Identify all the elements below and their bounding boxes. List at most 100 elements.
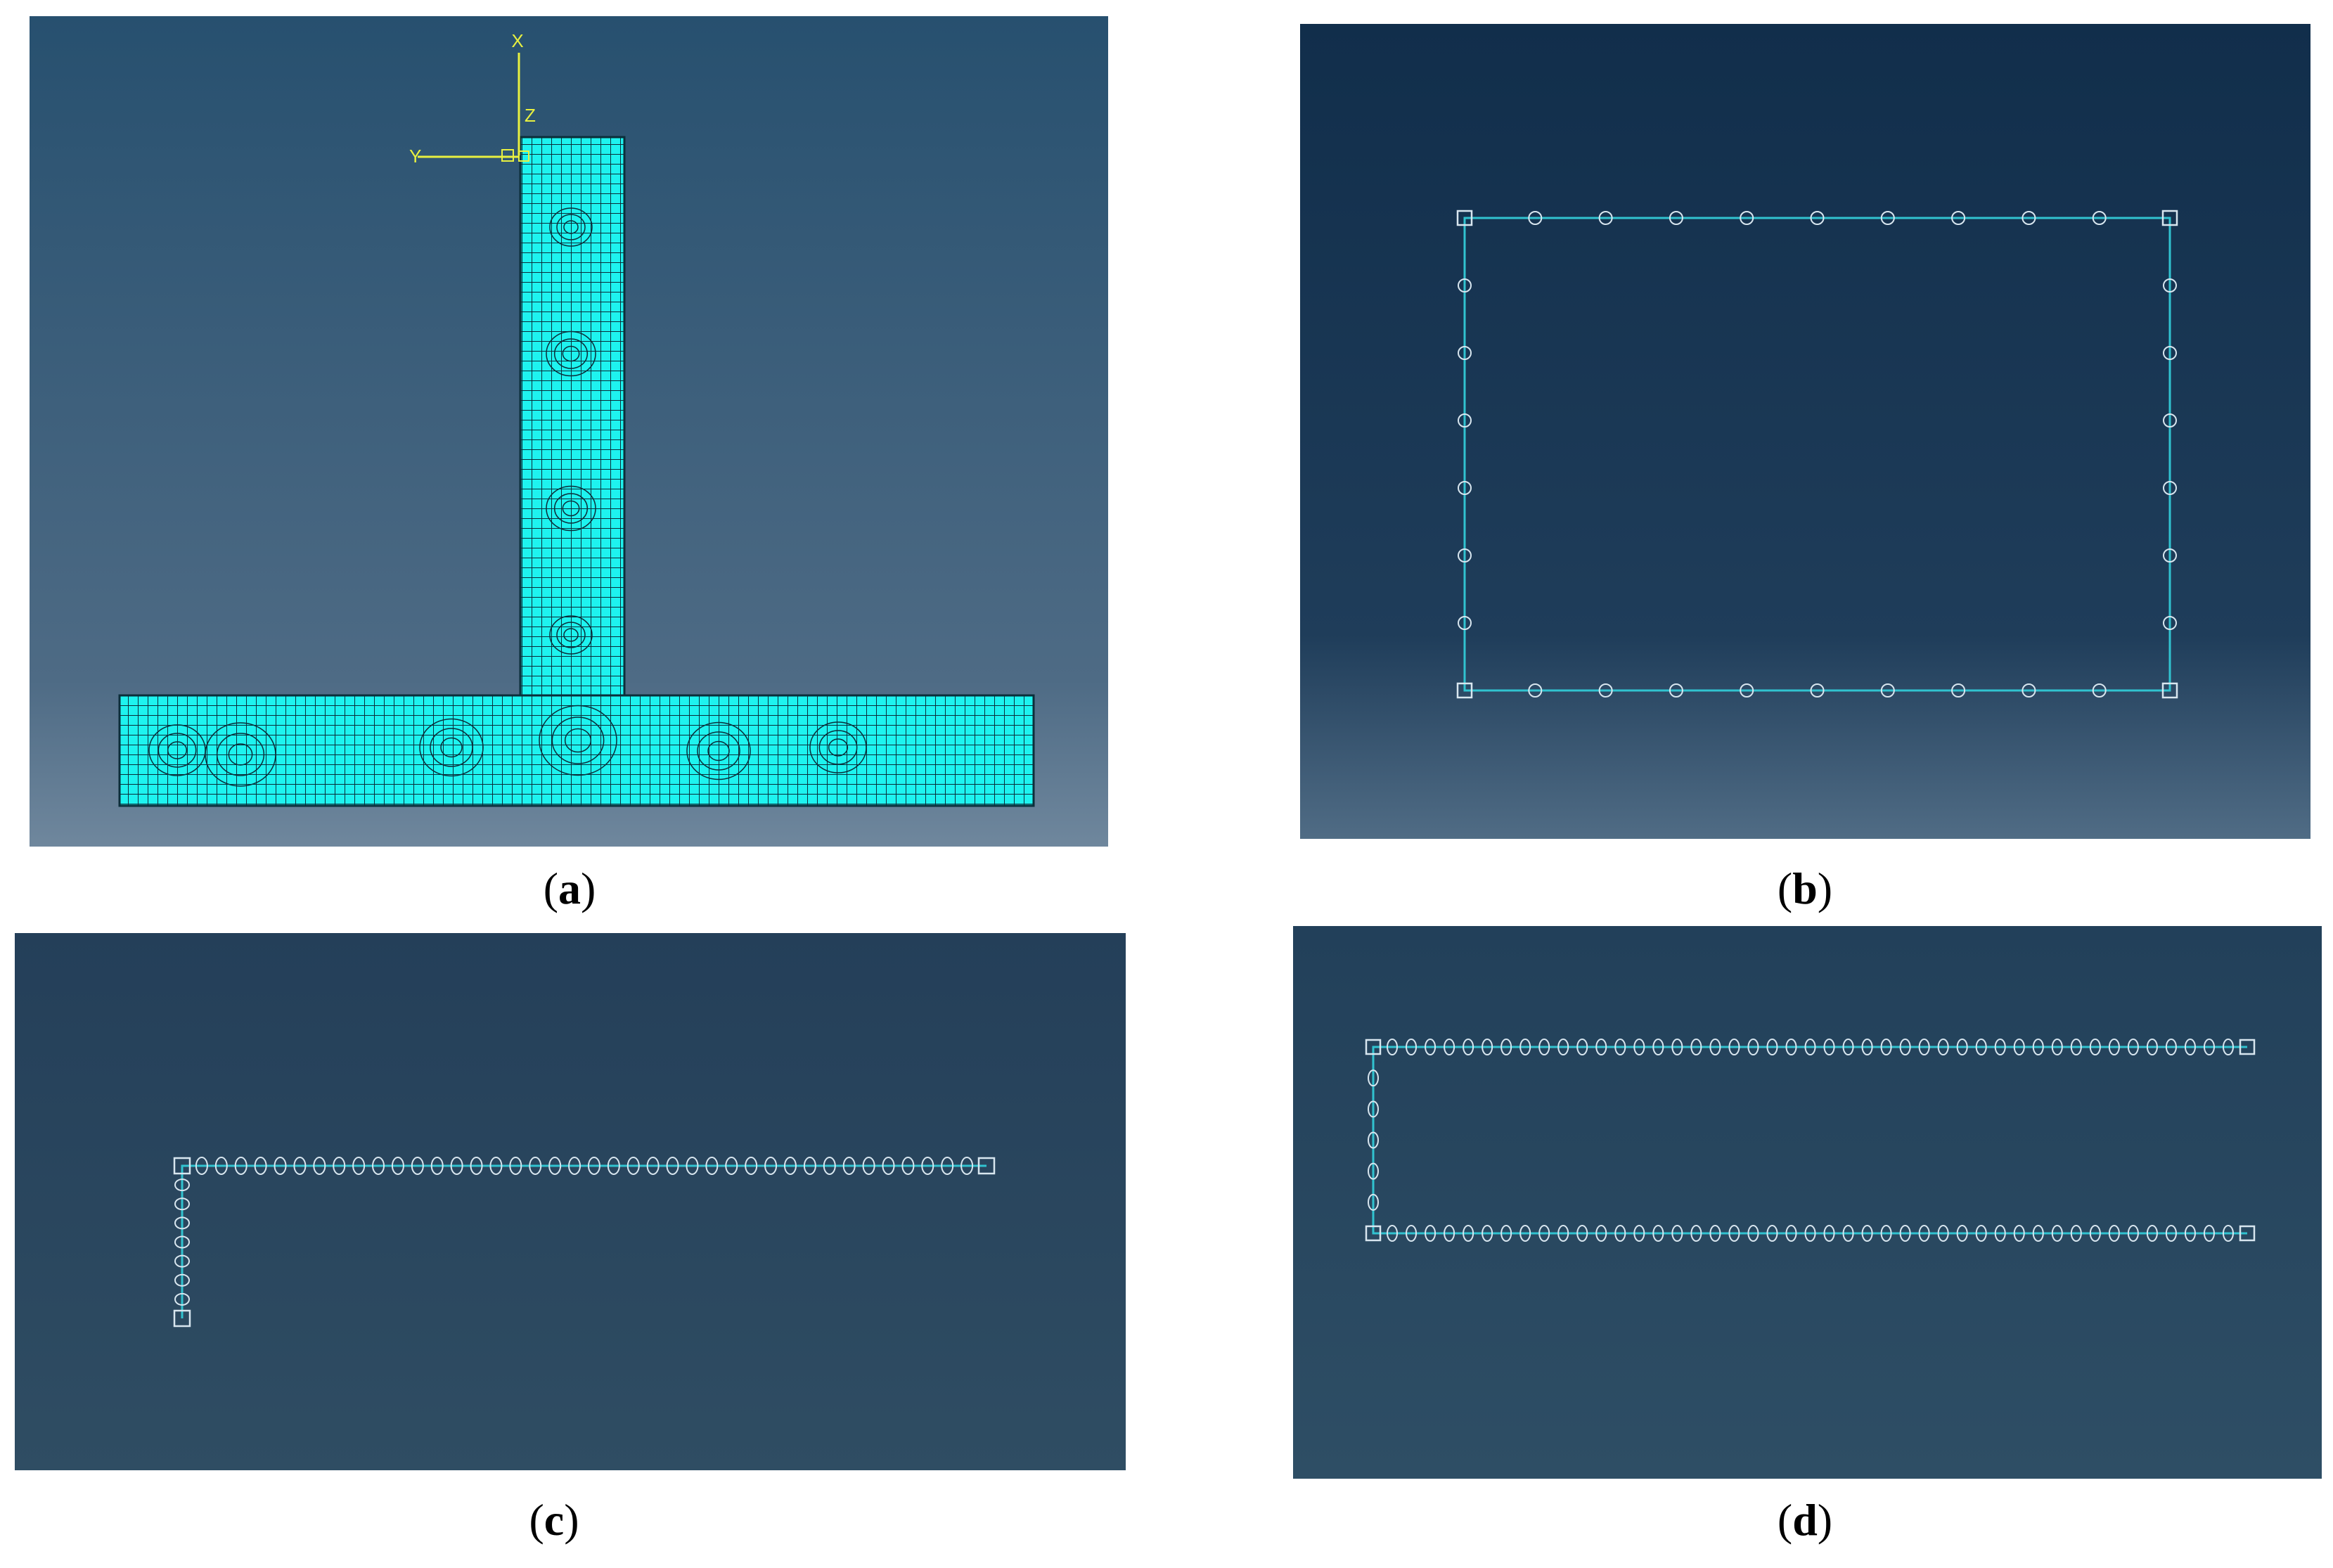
corner-node-marker [1365, 1225, 1382, 1242]
mesh-irregular-element [430, 728, 473, 767]
mesh-transition-elements [148, 207, 867, 787]
l-shape-section [173, 1157, 996, 1328]
node-marker [823, 1157, 836, 1175]
node-marker [1500, 1225, 1512, 1242]
node-marker [1368, 1193, 1379, 1211]
node-marker [1669, 683, 1683, 698]
node-marker [1482, 1039, 1493, 1055]
node-marker [1880, 1039, 1892, 1055]
node-marker [372, 1157, 385, 1175]
caption-a-letter: a [558, 863, 581, 913]
mesh-irregular-element [562, 500, 580, 517]
panel-d-c-section [1293, 926, 2322, 1479]
node-marker [1444, 1225, 1455, 1242]
corner-node-marker [1365, 1039, 1382, 1055]
caption-d-letter: d [1792, 1495, 1818, 1545]
closed-rectangle-section [1456, 210, 2178, 699]
node-marker [1528, 211, 1543, 225]
node-marker [1842, 1039, 1854, 1055]
node-marker [1899, 1039, 1911, 1055]
node-marker [214, 1157, 228, 1175]
node-marker [174, 1273, 190, 1287]
node-marker [921, 1157, 934, 1175]
node-marker [1633, 1225, 1645, 1242]
node-marker [2108, 1039, 2120, 1055]
triad-y-label: Y [409, 146, 421, 167]
node-marker [1368, 1131, 1379, 1149]
c-shape-section [1365, 1039, 2256, 1242]
corner-node-marker [977, 1157, 996, 1175]
node-marker [1899, 1225, 1911, 1242]
node-marker [941, 1157, 954, 1175]
node-marker [1425, 1225, 1437, 1242]
node-marker [1880, 1225, 1892, 1242]
node-marker [1406, 1039, 1418, 1055]
node-marker [2127, 1039, 2139, 1055]
node-marker [1598, 211, 1613, 225]
node-marker [174, 1254, 190, 1268]
node-marker [2203, 1039, 2215, 1055]
node-marker [174, 1178, 190, 1192]
node-marker [1482, 1225, 1493, 1242]
viewport-background [1300, 24, 2310, 839]
corner-node-marker [2161, 682, 2178, 699]
corner-node-marker [2239, 1039, 2256, 1055]
node-marker [313, 1157, 326, 1175]
node-marker [1937, 1225, 1949, 1242]
mesh-irregular-element [563, 220, 579, 234]
node-marker [783, 1157, 797, 1175]
node-marker [960, 1157, 974, 1175]
mesh-irregular-element [562, 345, 580, 362]
section-outline [181, 1164, 986, 1318]
node-marker [1652, 1225, 1664, 1242]
node-marker [1975, 1225, 1987, 1242]
node-marker [803, 1157, 816, 1175]
caption-b-letter: b [1792, 863, 1818, 913]
node-marker [1458, 278, 1472, 293]
mesh-irregular-element [828, 738, 849, 757]
coordinate-triad: X Z Y [409, 30, 536, 167]
node-marker [489, 1157, 503, 1175]
node-marker [1810, 683, 1825, 698]
node-marker [862, 1157, 875, 1175]
node-marker [1951, 211, 1966, 225]
mesh-irregular-element [440, 737, 463, 758]
node-marker [1994, 1225, 2006, 1242]
node-marker [1463, 1225, 1474, 1242]
node-marker [1652, 1039, 1664, 1055]
node-marker [842, 1157, 856, 1175]
corner-node-marker [1456, 210, 1473, 226]
node-marker [234, 1157, 248, 1175]
node-marker [1861, 1225, 1873, 1242]
node-marker [1690, 1039, 1702, 1055]
node-marker [1368, 1100, 1379, 1118]
caption-c: (c) [529, 1495, 579, 1545]
node-marker [174, 1235, 190, 1249]
node-marker [1458, 548, 1472, 563]
node-marker [254, 1157, 267, 1175]
mesh-irregular-element [158, 733, 197, 768]
node-marker [2089, 1225, 2101, 1242]
node-marker [1740, 211, 1754, 225]
node-marker [2022, 211, 2036, 225]
node-marker [1598, 683, 1613, 698]
mesh-irregular-element [167, 741, 188, 759]
mesh-flange [118, 694, 1035, 807]
node-marker [646, 1157, 660, 1175]
node-marker [174, 1216, 190, 1230]
node-marker [2013, 1039, 2025, 1055]
node-marker [1614, 1225, 1626, 1242]
node-marker [1740, 683, 1754, 698]
node-marker [548, 1157, 562, 1175]
mesh-irregular-element [563, 628, 579, 642]
node-marker [1538, 1039, 1550, 1055]
node-marker [2203, 1225, 2215, 1242]
node-marker [1918, 1039, 1930, 1055]
node-marker [509, 1157, 522, 1175]
corner-node-marker [1456, 682, 1473, 699]
node-marker [901, 1157, 915, 1175]
node-marker [1709, 1039, 1721, 1055]
node-marker [2163, 278, 2177, 293]
node-marker [2165, 1039, 2177, 1055]
node-marker [1823, 1225, 1835, 1242]
